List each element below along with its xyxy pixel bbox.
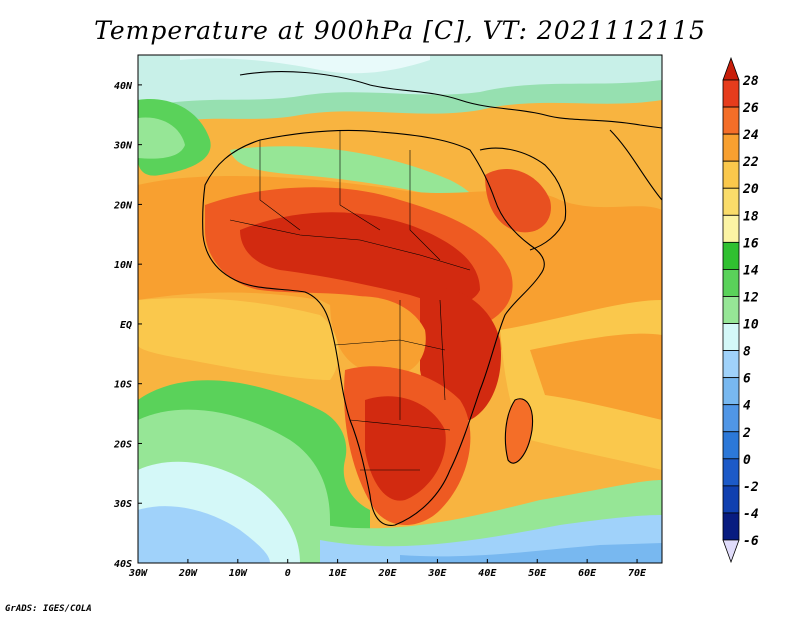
colorbar-bin [722,404,740,433]
colorbar-bin [722,431,740,460]
colorbar-label: 22 [742,155,759,170]
colorbar-label: -6 [743,534,759,549]
x-tick-label: 70E [628,568,647,579]
x-tick-label: 60E [578,568,597,579]
y-tick-label: 20N [113,200,133,211]
colorbar-bin [722,350,740,379]
colorbar-label: 16 [743,236,759,251]
x-tick-label: 10W [229,568,248,579]
colorbar-label: 10 [743,318,759,333]
colorbar-bin [722,79,740,108]
y-tick-label: 40N [114,81,133,92]
field-arabia-hot [485,169,551,233]
x-tick-label: 40E [478,568,497,579]
field-congo-mild [330,296,426,376]
colorbar-label: 0 [743,453,751,468]
colorbar-bin [722,106,740,135]
colorbar-bin [722,187,740,216]
colorbar-bin [722,241,740,270]
field-atlantic-north-light [138,117,185,159]
field-south-ocean-deep [400,543,662,563]
field-north-africa-green [230,146,474,205]
x-tick-label: 20W [178,568,198,579]
y-tick-label: 10N [114,260,133,271]
colorbar-bottom-arrow [722,539,740,564]
colorbar-label: 4 [743,399,751,414]
colorbar-bin [722,160,740,189]
field-south-atlantic-colder [138,506,270,563]
x-tick-label: 10E [329,568,348,579]
y-tick-label: 30S [113,499,132,510]
x-axis-ticks: 30W 20W 10W 0 10E 20E 30E 40E 50E 60E 70E [128,559,647,579]
africa-coastline [202,129,545,526]
map-title: Temperature at 900hPa [C], VT: 202111211… [94,16,706,45]
colorbar-label: 8 [743,345,751,360]
x-tick-label: 50E [528,568,547,579]
colorbar-bin [722,377,740,406]
europe-coastline [239,71,662,129]
colorbar-label: 28 [742,74,759,89]
colorbar-label: -4 [743,507,759,522]
colorbar-label: 2 [742,426,751,441]
colorbar-bin [722,458,740,487]
colorbar-bin [722,512,740,541]
field-southern-africa-core [365,396,446,501]
y-tick-label: 30N [113,141,133,152]
colorbar-label: 6 [743,372,751,387]
y-axis-ticks: 40S 30S 20S 10S EQ 10N 20N 30N 40N [113,81,142,570]
y-tick-label: 10S [114,380,132,391]
colorbar-top-arrow [722,56,740,81]
arabia-coastline [479,147,567,251]
colorbar-label: 14 [743,263,759,278]
field-tropical-atlantic [138,298,339,380]
colorbar-bin [722,133,740,162]
colorbar-label: 18 [743,209,759,224]
x-tick-label: 30E [427,568,447,579]
borders [229,130,471,471]
x-tick-label: 20E [377,568,397,579]
colorbar-label: 12 [743,290,759,305]
plot-frame [137,54,663,564]
colorbar-bin [722,485,740,514]
colorbar-label: 26 [742,101,759,116]
y-tick-label: 20S [113,439,132,450]
field-indian-ocean-warmer [530,333,662,420]
x-tick-label: 30W [128,568,148,579]
y-tick-label: 40S [114,559,132,570]
y-tick-label: EQ [120,320,132,331]
colorbar-bin [722,323,740,351]
colorbar-bin [722,214,740,243]
colorbar-label: 24 [742,128,759,143]
colorbar-bin [722,296,740,324]
credit-label: GrADS: IGES/COLA [5,604,92,614]
colorbar-label: -2 [743,480,759,495]
field-madagascar [505,398,533,464]
colorbar-bin [722,269,740,297]
india-coastline [609,129,662,201]
colorbar-label: 20 [742,182,759,197]
temperature-field [138,55,662,563]
x-tick-label: 0 [285,568,291,579]
madagascar-coastline [504,398,534,464]
coastlines [202,71,662,526]
field-north-coldest [180,55,430,74]
field-north-cold [138,55,662,108]
